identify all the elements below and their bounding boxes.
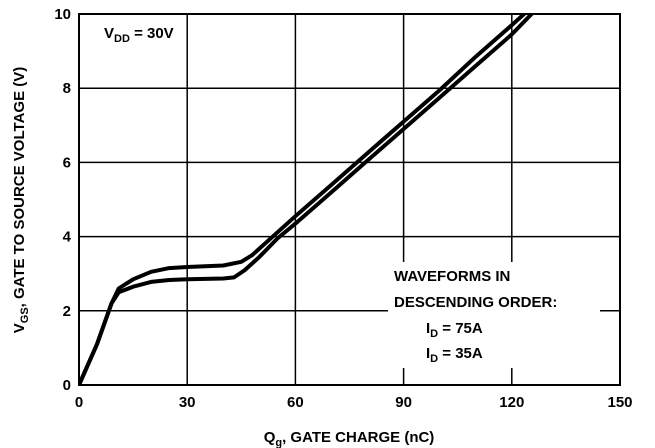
x-tick-label: 90: [395, 394, 412, 411]
legend-background: [388, 262, 600, 368]
y-tick-label: 8: [63, 80, 71, 97]
legend-id-35: ID = 35A: [426, 345, 483, 365]
y-tick-label: 0: [63, 377, 71, 394]
y-tick-label: 10: [54, 6, 71, 23]
y-tick-label: 6: [63, 154, 71, 171]
x-tick-label: 60: [287, 394, 304, 411]
x-tick-labels: 0 30 60 90 120 150: [75, 394, 633, 411]
legend-line-1: WAVEFORMS IN: [394, 268, 510, 285]
legend-line-2: DESCENDING ORDER:: [394, 294, 557, 311]
x-tick-label: 150: [607, 394, 632, 411]
y-tick-label: 4: [63, 229, 72, 246]
legend-id-75: ID = 75A: [426, 320, 483, 340]
x-axis-title: Qg, GATE CHARGE (nC): [264, 429, 435, 448]
x-tick-label: 120: [499, 394, 524, 411]
y-tick-labels: 0 2 4 6 8 10: [54, 6, 71, 394]
vdd-annotation: VDD = 30V: [104, 25, 174, 45]
y-tick-label: 2: [63, 303, 71, 320]
x-tick-label: 30: [179, 394, 196, 411]
series-lines: [79, 14, 535, 385]
series-line-2: [79, 14, 535, 385]
series-line-1: [79, 14, 528, 385]
grid-lines: [79, 14, 620, 385]
plot-frame: [78, 13, 621, 386]
x-tick-label: 0: [75, 394, 83, 411]
y-axis-title: VGS, GATE TO SOURCE VOLTAGE (V): [11, 67, 31, 334]
